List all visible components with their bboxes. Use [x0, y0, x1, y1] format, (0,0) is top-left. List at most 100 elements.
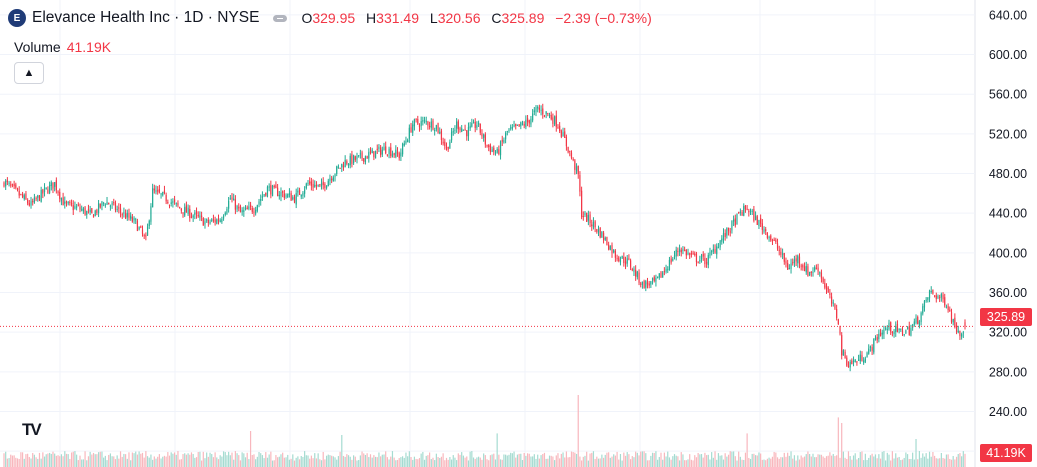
volume-bar — [472, 457, 475, 467]
candle-body — [526, 118, 529, 122]
candle-body — [592, 221, 595, 228]
volume-bar — [99, 451, 101, 467]
volume-bar — [60, 454, 63, 467]
price-tick-label: 480.00 — [989, 167, 1027, 181]
volume-bar — [520, 453, 522, 467]
candle-body — [261, 196, 264, 198]
price-tick-label: 520.00 — [989, 127, 1027, 141]
candle-body — [543, 115, 546, 117]
candle-body — [249, 204, 252, 208]
candle-body — [84, 207, 86, 215]
volume-bar — [374, 456, 377, 467]
candle-body — [597, 229, 600, 233]
volume-bar — [589, 453, 591, 467]
volume-bar — [228, 451, 230, 467]
minus-pill-icon[interactable] — [273, 14, 288, 22]
candle-body — [145, 235, 147, 237]
candle-body — [327, 180, 329, 187]
volume-bar — [868, 457, 870, 467]
volume-bar — [378, 452, 380, 467]
candle-body — [918, 321, 920, 326]
tradingview-logo[interactable]: TV — [22, 420, 42, 439]
volume-bar — [577, 395, 579, 467]
candle-body — [309, 181, 311, 184]
volume-bar — [910, 458, 912, 467]
candle-body — [961, 334, 963, 337]
candle-body — [488, 144, 490, 148]
volume-bar — [162, 456, 164, 467]
candle-body — [753, 209, 755, 221]
candle-body — [581, 190, 583, 218]
candle-body — [293, 196, 296, 203]
candle-body — [748, 211, 750, 213]
volume-bar — [155, 458, 157, 467]
candle-body — [920, 312, 922, 323]
volume-bar — [564, 457, 566, 467]
candle-body — [484, 134, 486, 145]
candle-body — [631, 269, 633, 271]
volume-bar — [469, 451, 471, 467]
candle-body — [167, 201, 169, 204]
volume-bar — [459, 454, 461, 467]
candle-body — [677, 250, 679, 252]
volume-bar — [493, 453, 495, 467]
candle-body — [425, 121, 427, 123]
candle-body — [523, 124, 525, 126]
candle-body — [891, 332, 893, 334]
volume-bar — [917, 459, 919, 467]
volume-bar — [852, 455, 855, 467]
volume-bar — [307, 455, 309, 467]
candle-body — [516, 124, 519, 126]
volume-bar — [660, 452, 662, 467]
volume-bar — [788, 455, 790, 467]
candle-body — [135, 219, 137, 221]
candle-body — [861, 355, 863, 362]
symbol-title[interactable]: Elevance Health Inc · 1D · NYSE — [32, 9, 260, 26]
candle-body — [684, 249, 686, 251]
candle-body — [319, 184, 321, 186]
volume-bar — [278, 456, 280, 467]
candle-body — [964, 322, 966, 327]
volume-bar — [386, 457, 388, 467]
volume-bar — [72, 451, 74, 467]
volume-bar — [526, 453, 529, 467]
volume-bar — [952, 456, 954, 467]
volume-bar — [692, 460, 694, 467]
volume-bar — [864, 453, 866, 467]
candle-body — [618, 257, 620, 261]
candle-body — [716, 246, 718, 255]
candle-body — [809, 271, 811, 276]
volume-bar — [738, 451, 740, 467]
volume-bar — [113, 456, 115, 467]
candle-body — [385, 146, 387, 154]
volume-bar — [657, 459, 659, 467]
candle-body — [640, 283, 642, 285]
candle-body — [628, 258, 630, 260]
candle-body — [47, 189, 49, 193]
volume-bar — [532, 456, 534, 467]
volume-bar — [27, 453, 29, 467]
candle-body — [694, 253, 696, 256]
volume-bar — [449, 456, 451, 467]
candle-body — [805, 265, 807, 273]
volume-bar — [373, 455, 375, 467]
candle-body — [876, 337, 878, 341]
volume-bar — [893, 458, 895, 467]
volume-bar — [32, 452, 34, 467]
candle-body — [574, 160, 576, 170]
volume-bar — [689, 454, 691, 467]
candle-body — [413, 119, 416, 127]
price-tick-label: 240.00 — [989, 405, 1027, 419]
candle-body — [503, 139, 505, 143]
volume-bar — [922, 453, 924, 467]
candle-body — [900, 328, 902, 330]
volume-bar — [270, 451, 272, 467]
candle-body — [173, 199, 176, 202]
volume-bar — [552, 456, 554, 467]
volume-bar — [437, 456, 439, 467]
collapse-legend-button[interactable]: ▲ — [14, 62, 44, 84]
candle-body — [398, 153, 400, 159]
volume-bar — [371, 457, 373, 467]
candle-body — [648, 283, 650, 286]
